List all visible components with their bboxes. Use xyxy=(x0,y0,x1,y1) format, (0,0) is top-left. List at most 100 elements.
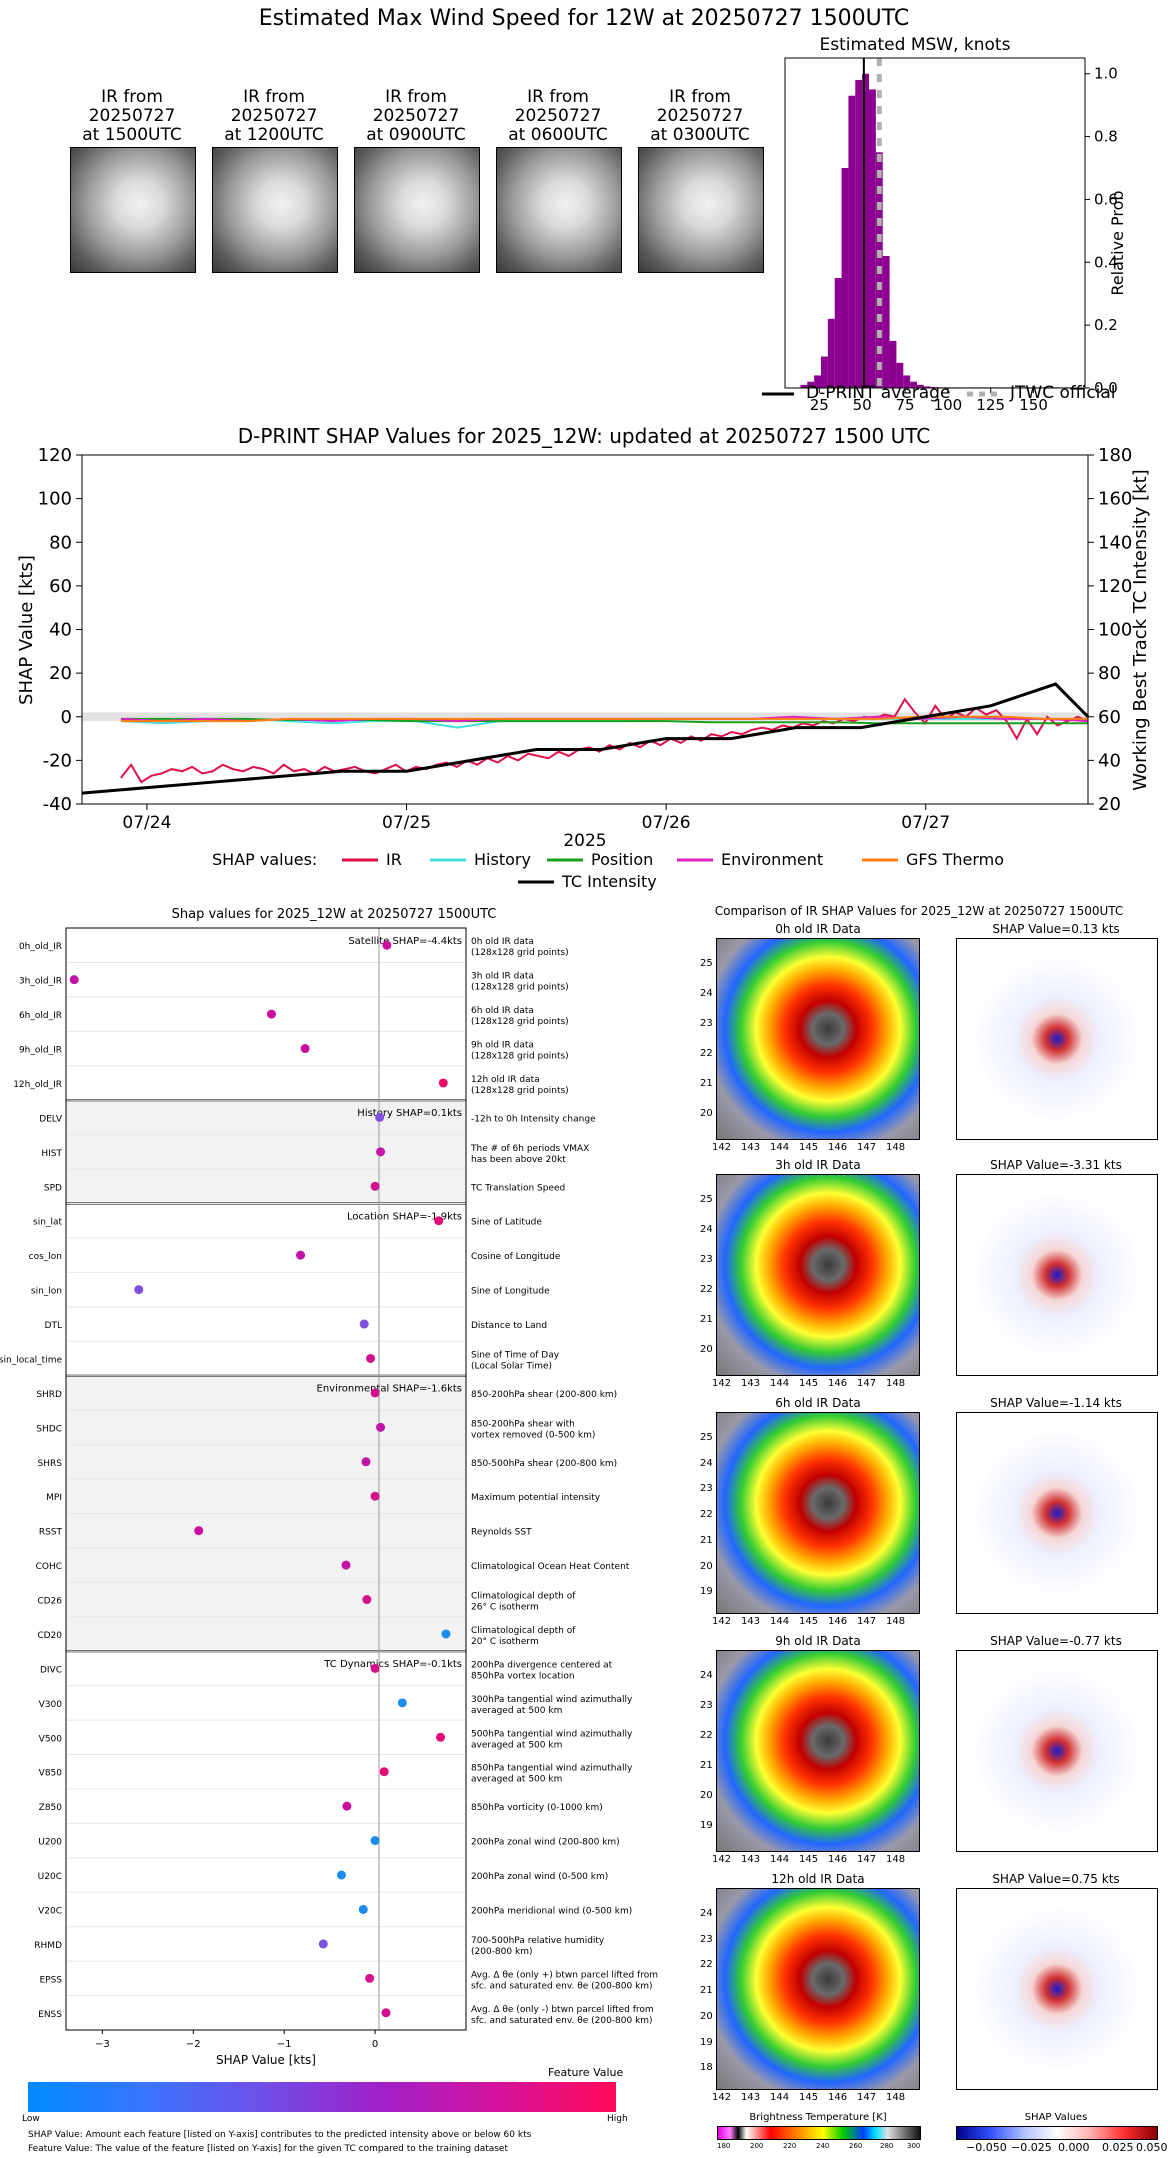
feature-description: (128x128 grid points) xyxy=(471,1017,569,1027)
feature-name: cos_lon xyxy=(29,1252,62,1262)
right-tick-label: 140 xyxy=(1098,532,1132,553)
right-tick-label: 20 xyxy=(1098,794,1121,815)
feature-x-ticks: −3 −2 −1 0 xyxy=(95,2030,378,2050)
ir-lat-tick: 19 xyxy=(700,1586,713,1598)
feature-name: RSST xyxy=(39,1528,63,1538)
feature-point xyxy=(336,1870,346,1880)
legend-tc-label: TC Intensity xyxy=(562,872,657,891)
feature-description: Avg. Δ θe (only -) btwn parcel lifted fr… xyxy=(471,2005,654,2015)
legend-dprint-label: D-PRINT average xyxy=(806,383,951,403)
left-tick-label: 120 xyxy=(38,445,72,466)
histogram-bar xyxy=(862,73,869,388)
feature-point xyxy=(318,1939,328,1949)
page-title: Estimated Max Wind Speed for 12W at 2025… xyxy=(258,6,910,31)
series-tc-intensity xyxy=(81,682,1090,795)
comparison-title: Comparison of IR SHAP Values for 2025_12… xyxy=(714,904,1124,918)
feature-description: 200hPa zonal wind (0-500 km) xyxy=(471,1872,608,1882)
legend-gfs-label: GFS Thermo xyxy=(906,850,1004,869)
ir-lon-tick: 146 xyxy=(828,2092,848,2103)
ir-panel-title: 12h old IR Data xyxy=(771,1872,865,1886)
feature-description: Cosine of Longitude xyxy=(471,1252,561,1262)
feature-points xyxy=(69,940,451,2018)
left-tick-label: 100 xyxy=(38,489,72,510)
ir-lat-tick: 21 xyxy=(700,1534,713,1546)
shap-timeseries-chart: D-PRINT SHAP Values for 2025_12W: update… xyxy=(16,424,1151,851)
ir-thumb-label-4: IR from 20250727 at 0600UTC xyxy=(508,87,608,145)
feature-name: DELV xyxy=(39,1114,63,1124)
bt-tick-5: 260 xyxy=(849,2142,863,2150)
ir-lon-tick: 148 xyxy=(886,2092,906,2103)
shap-panel-map xyxy=(956,1412,1158,1614)
histogram-bar xyxy=(910,381,917,388)
ir-lat-tick: 25 xyxy=(700,958,713,969)
feature-bar-high: High xyxy=(607,2114,628,2124)
ir-thumbnail-5 xyxy=(638,147,764,273)
ir-lat-tick: 21 xyxy=(700,1985,713,1997)
shap-colorbar-title: SHAP Values xyxy=(1024,2112,1088,2123)
feature-description: vortex removed (0-500 km) xyxy=(471,1430,595,1440)
feature-description: Avg. Δ θe (only +) btwn parcel lifted fr… xyxy=(471,1970,658,1980)
legend-environment-label: Environment xyxy=(721,850,824,869)
shap-tick-4: 0.025 xyxy=(1102,2141,1134,2154)
ir-lat-tick: 20 xyxy=(700,1108,713,1119)
group-label: History SHAP=0.1kts xyxy=(357,1108,462,1119)
shap-panel-map xyxy=(956,938,1158,1140)
feature-point xyxy=(362,1595,372,1605)
ir-lon-tick: 147 xyxy=(857,1616,877,1627)
ir-lat-tick: 22 xyxy=(700,1730,713,1741)
feature-description: 700-500hPa relative humidity xyxy=(471,1936,605,1946)
feature-description: averaged at 500 km xyxy=(471,1775,562,1785)
histogram-bar xyxy=(827,318,835,388)
feature-x-tick-label: −2 xyxy=(186,2039,201,2050)
feature-description: 12h old IR data xyxy=(471,1075,540,1085)
feature-point xyxy=(379,1767,389,1777)
ir-lon-tick: 147 xyxy=(857,1854,877,1865)
series-ir xyxy=(120,697,1089,784)
histogram-bar xyxy=(821,356,828,388)
shap-panel-map xyxy=(956,1174,1158,1376)
feature-description: 850-200hPa shear with xyxy=(471,1419,575,1429)
ir-lat-tick: 24 xyxy=(700,1457,713,1469)
group-label: Environmental SHAP=-1.6kts xyxy=(317,1384,463,1395)
left-tick-label: 20 xyxy=(49,663,72,684)
ir-lon-tick: 143 xyxy=(741,2092,761,2103)
bt-tick-7: 300 xyxy=(907,2142,921,2150)
histogram-bar xyxy=(923,386,931,388)
ir-lat-tick: 25 xyxy=(700,1432,713,1443)
feature-description: (128x128 grid points) xyxy=(471,1052,569,1062)
ir-lon-tick: 146 xyxy=(828,1854,848,1865)
feature-point xyxy=(375,1112,385,1122)
group-band xyxy=(66,1100,466,1204)
ir-lat-tick: 20 xyxy=(700,2010,713,2022)
feature-point xyxy=(266,1009,276,1019)
feature-point xyxy=(441,1629,451,1639)
bt-tick-3: 220 xyxy=(783,2142,797,2150)
feature-name: CD26 xyxy=(37,1597,62,1607)
feature-description: 850-500hPa shear (200-800 km) xyxy=(471,1459,617,1469)
histogram-y-tick-label: 0.6 xyxy=(1094,190,1118,208)
feature-name: sin_lat xyxy=(33,1218,62,1228)
ir-lat-tick: 23 xyxy=(700,1254,713,1265)
feature-point xyxy=(370,1836,380,1846)
ir-lat-tick: 24 xyxy=(700,1908,713,1919)
histogram-x-tick-label: 125 xyxy=(976,396,1005,410)
ir-lon-tick: 146 xyxy=(828,1616,848,1627)
histogram-y-tick-label: 1.0 xyxy=(1094,65,1118,83)
ir-lon-tick: 144 xyxy=(770,1854,790,1865)
timeseries-frame xyxy=(81,454,1089,805)
feature-x-tick-label: −1 xyxy=(277,2039,292,2050)
feature-point xyxy=(397,1698,407,1708)
histogram-x-tick-label: 25 xyxy=(810,396,829,410)
shap-colorbar xyxy=(956,2126,1158,2140)
feature-point xyxy=(342,1801,352,1811)
ir-lat-tick: 25 xyxy=(700,1194,713,1205)
feature-name: SHRS xyxy=(38,1459,63,1469)
ir-lat-tick: 23 xyxy=(700,1018,713,1029)
feature-chart-title: Shap values for 2025_12W at 20250727 150… xyxy=(172,907,497,922)
ir-panel-title: 0h old IR Data xyxy=(775,922,861,936)
right-tick-label: 180 xyxy=(1098,445,1132,466)
ir-lon-tick: 148 xyxy=(886,1616,906,1627)
ir-lon-tick: 145 xyxy=(799,1854,819,1865)
feature-description: sfc. and saturated env. θe (200-800 km) xyxy=(471,1981,653,1991)
feature-name: 6h_old_IR xyxy=(19,1011,62,1021)
